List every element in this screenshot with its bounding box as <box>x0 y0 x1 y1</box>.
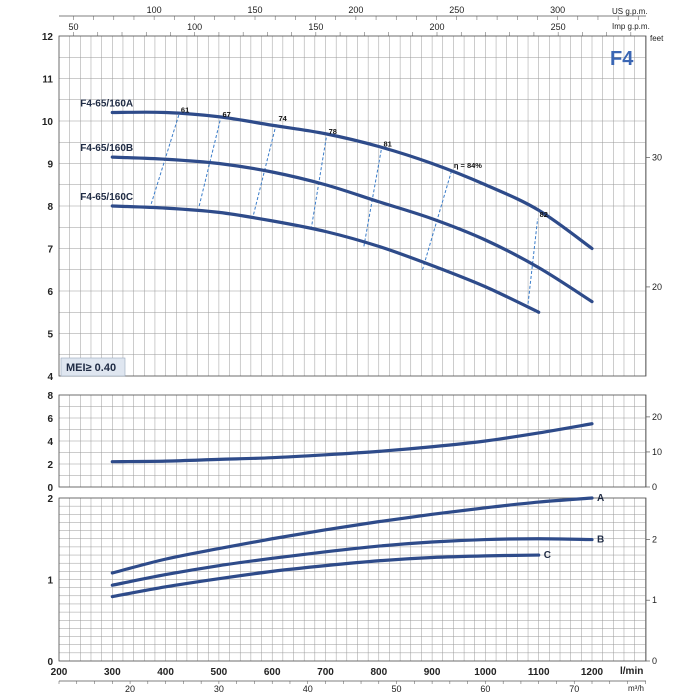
head-y-tick: 9 <box>47 160 53 171</box>
npsh-y-tick: 4 <box>47 437 53 448</box>
npsh-curve-npsh <box>110 422 594 464</box>
x-tick-lmin: 400 <box>157 667 174 678</box>
efficiency-label: 67 <box>222 110 230 119</box>
power-y-tick: 0 <box>47 657 53 668</box>
x-tick-m3h: 20 <box>125 684 135 694</box>
head-right-tick: 30 <box>652 152 662 162</box>
x-tick-lmin: 1000 <box>474 667 497 678</box>
power-curve-a <box>110 496 594 575</box>
x-tick-lmin: 600 <box>264 667 281 678</box>
head-y-tick: 8 <box>47 202 53 213</box>
power-curve-label: B <box>597 535 604 546</box>
efficiency-label: 74 <box>278 114 287 123</box>
head-curve-f4-65-160c <box>110 204 541 314</box>
power-right-tick: 2 <box>652 534 657 544</box>
bottom-unit: l/min <box>620 666 643 677</box>
top-unit-imp: Imp g.p.m. <box>612 22 650 31</box>
x-tick-lmin: 1200 <box>581 667 604 678</box>
x-tick-lmin: 800 <box>370 667 387 678</box>
mei-label: MEI≥ 0.40 <box>66 362 116 374</box>
top-unit-us: US g.p.m. <box>612 7 648 16</box>
power-curve-label: C <box>544 550 551 561</box>
x-tick-m3h: 50 <box>392 684 402 694</box>
grid-layer <box>58 35 646 662</box>
power-y-tick: 2 <box>47 494 53 505</box>
frame-layer <box>58 15 650 684</box>
model-badge: F4 <box>610 48 634 70</box>
bottom2-unit: m³/h <box>628 684 644 693</box>
npsh-y-tick: 6 <box>47 414 53 425</box>
power-frame <box>58 497 647 662</box>
x-tick-lmin: 700 <box>317 667 334 678</box>
top-tick-imp: 100 <box>187 22 202 32</box>
power-curve-c <box>110 553 541 599</box>
head-y-tick: 6 <box>47 287 53 298</box>
efficiency-label: η = 84% <box>454 161 482 170</box>
efficiency-label: 81 <box>383 140 391 149</box>
npsh-y-tick: 0 <box>47 483 53 494</box>
head-y-tick: 4 <box>47 372 53 383</box>
right-unit-head: feet <box>650 34 664 43</box>
top-tick-us: 200 <box>348 5 363 15</box>
top-tick-imp: 150 <box>308 22 323 32</box>
x-tick-m3h: 40 <box>303 684 313 694</box>
x-tick-lmin: 900 <box>424 667 441 678</box>
efficiency-line <box>527 218 539 304</box>
top-tick-imp: 50 <box>69 22 79 32</box>
power-curve-b <box>110 537 594 587</box>
head-y-tick: 10 <box>42 117 54 128</box>
efficiency-label: 78 <box>329 127 337 136</box>
efficiency-label: 82 <box>540 210 548 219</box>
efficiency-line <box>363 148 382 247</box>
head-curve-label: F4-65/160C <box>80 192 133 203</box>
head-right-tick: 20 <box>652 282 662 292</box>
mei-box <box>60 357 126 377</box>
x-tick-lmin: 200 <box>51 667 68 678</box>
x-tick-lmin: 1100 <box>528 667 550 678</box>
efficiency-lines <box>150 114 539 304</box>
top-tick-imp: 200 <box>429 22 444 32</box>
top-tick-imp: 250 <box>551 22 566 32</box>
head-y-tick: 12 <box>42 32 54 43</box>
head-y-tick: 5 <box>47 330 53 341</box>
power-curve-label: A <box>597 493 604 504</box>
head-curve-f4-65-160b <box>110 155 594 304</box>
efficiency-label: 61 <box>181 106 189 115</box>
power-right-tick: 1 <box>652 595 657 605</box>
x-tick-m3h: 30 <box>214 684 224 694</box>
head-frame <box>58 35 647 377</box>
head-curve-label: F4-65/160B <box>80 143 133 154</box>
npsh-right-tick: 10 <box>652 447 662 457</box>
top-tick-us: 150 <box>247 5 262 15</box>
head-y-tick: 11 <box>42 75 53 86</box>
x-tick-m3h: 60 <box>480 684 490 694</box>
npsh-y-tick: 8 <box>47 391 53 402</box>
npsh-right-tick: 0 <box>652 482 657 492</box>
efficiency-line <box>253 123 277 215</box>
x-tick-m3h: 70 <box>569 684 579 694</box>
npsh-y-tick: 2 <box>47 460 53 471</box>
head-y-tick: 7 <box>47 245 53 256</box>
top-tick-us: 300 <box>550 5 565 15</box>
head-curve-f4-65-160a <box>110 110 594 251</box>
top-tick-us: 100 <box>147 5 162 15</box>
power-y-tick: 1 <box>47 576 53 587</box>
npsh-right-tick: 20 <box>652 412 662 422</box>
head-curve-label: F4-65/160A <box>80 99 133 110</box>
x-tick-lmin: 500 <box>211 667 228 678</box>
x-tick-lmin: 300 <box>104 667 121 678</box>
power-right-tick: 0 <box>652 656 657 666</box>
npsh-frame <box>58 394 647 488</box>
top-tick-us: 250 <box>449 5 464 15</box>
curve-layer <box>110 110 594 599</box>
